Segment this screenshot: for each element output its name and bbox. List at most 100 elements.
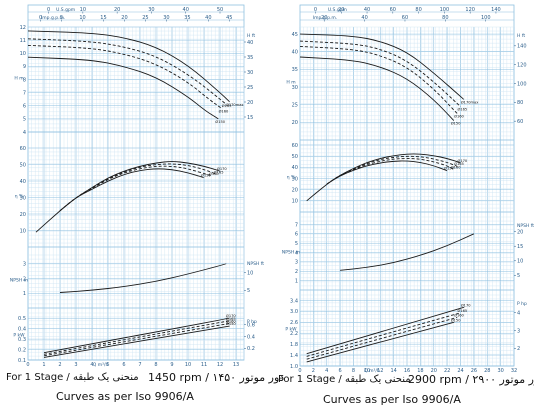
x-tick-label: 9 xyxy=(170,362,173,368)
left-tick-label: 2 xyxy=(23,276,26,282)
top-axis-tick-label: 100 xyxy=(481,15,491,21)
right-axis-label: NPSH ft xyxy=(517,223,534,229)
top-axis-label: U.S.gpm xyxy=(328,7,347,13)
left-tick-label: 0.1 xyxy=(18,358,26,364)
right-axis-label: NPSH ft xyxy=(247,261,264,267)
left-tick-label: 7 xyxy=(23,90,26,96)
right-tick-label: 15 xyxy=(247,115,253,121)
x-tick-label: 18 xyxy=(417,368,423,374)
top-axis-tick-label: 35 xyxy=(184,15,190,21)
series-label: Ø165 xyxy=(458,106,468,111)
left-tick-label: 6 xyxy=(23,104,26,110)
x-tick-label: 0 xyxy=(298,368,301,374)
x-tick-label: 8 xyxy=(352,368,355,374)
left-axis-label: NPSH m xyxy=(282,250,300,256)
left-tick-label: 10 xyxy=(292,199,298,205)
series-label: Ø165 xyxy=(458,308,468,313)
left-tick-label: 3 xyxy=(23,262,26,268)
series-label: Ø170 xyxy=(458,158,468,163)
right-tick-label: 20 xyxy=(247,100,253,106)
x-tick-label: 3 xyxy=(74,362,77,368)
x-tick-label: 2 xyxy=(58,362,61,368)
x-tick-label: 1 xyxy=(42,362,45,368)
chart-2: 0 2 4 6 8 10 12 14 16 18 20 22 24 26 28 30 32Q m³/h0 20 40… xyxy=(282,4,534,374)
top-axis-tick-label: 50 xyxy=(217,7,223,13)
right-tick-label: 4 xyxy=(517,311,520,317)
top-axis-tick-label: 0 xyxy=(314,7,317,13)
left-tick-label: 40 xyxy=(292,165,298,171)
x-tick-label: 11 xyxy=(201,362,207,368)
x-axis-label: Q m³/h xyxy=(93,362,109,368)
left-tick-label: 60 xyxy=(292,143,298,149)
series-label: Ø160 xyxy=(209,171,219,176)
series-label: Ø165 xyxy=(222,103,232,108)
top-axis-tick-label: 15 xyxy=(100,15,106,21)
x-tick-label: 26 xyxy=(471,368,477,374)
series-power-160 xyxy=(306,316,458,360)
series-efficiency-160 xyxy=(59,165,213,212)
left-tick-label: 30 xyxy=(20,195,26,201)
series-head-150 xyxy=(299,56,455,121)
left-tick-label: 20 xyxy=(292,187,298,193)
series-head-160 xyxy=(299,45,458,114)
left-tick-label: 35 xyxy=(292,67,298,73)
top-axis-tick-label: 120 xyxy=(465,7,475,13)
x-tick-label: 20 xyxy=(431,368,437,374)
left-tick-label: 8 xyxy=(23,77,26,83)
x-tick-label: 7 xyxy=(138,362,141,368)
right-tick-label: 2 xyxy=(517,346,520,352)
x-tick-label: 10 xyxy=(185,362,191,368)
series-efficiency-165 xyxy=(59,163,217,212)
left-tick-label: 30 xyxy=(292,176,298,182)
right-tick-label: 0.2 xyxy=(247,346,255,352)
series-power-150 xyxy=(306,321,455,363)
top-axis-label: Imp.g.p.m. xyxy=(313,15,337,21)
chart-1-rpm-caption: 1450 rpm / ۱۴۵۰ دور موتور xyxy=(148,371,285,384)
x-axis-label: Q m³/h xyxy=(364,368,380,374)
right-tick-label: 120 xyxy=(517,62,527,68)
top-axis-tick-label: 40 xyxy=(183,7,189,13)
series-efficiency-150 xyxy=(59,168,205,212)
x-tick-label: 4 xyxy=(90,362,93,368)
x-tick-label: 16 xyxy=(404,368,410,374)
left-tick-label: 10 xyxy=(20,51,26,57)
series-efficiency-150 xyxy=(326,160,448,185)
top-axis-tick-label: 100 xyxy=(440,7,450,13)
right-tick-label: 5 xyxy=(517,273,520,279)
left-tick-label: 3.0 xyxy=(290,309,298,315)
top-axis-tick-label: 0 xyxy=(47,7,50,13)
chart-2-rpm-caption: 2900 rpm / ۲۹۰۰ دور موتور xyxy=(408,373,534,386)
right-tick-label: 40 xyxy=(247,40,253,46)
left-tick-label: 11 xyxy=(20,38,26,44)
series-label: Ø165 xyxy=(454,161,464,166)
top-axis-label: Imp.g.p.m. xyxy=(41,15,65,21)
top-axis-tick-label: 20 xyxy=(121,15,127,21)
x-tick-label: 12 xyxy=(377,368,383,374)
series-head-160 xyxy=(27,44,222,109)
right-tick-label: 0.4 xyxy=(247,334,255,340)
series-head-170max xyxy=(299,33,465,100)
left-tick-label: 3 xyxy=(295,260,298,266)
x-tick-label: 24 xyxy=(457,368,463,374)
series-head-150 xyxy=(27,56,219,120)
chart-1: 0 1 2 3 4 5 6 7 8 9 10 11 12 13Q m³/h0 10 20 30 40 50U.S.g… xyxy=(10,4,264,368)
series-power-150 xyxy=(43,325,231,358)
left-tick-label: 3.4 xyxy=(290,298,298,304)
series-label: Ø160 xyxy=(451,165,461,170)
right-axis-label: H ft xyxy=(517,33,525,39)
left-tick-label: 45 xyxy=(292,32,298,38)
top-axis-tick-label: 30 xyxy=(148,7,154,13)
x-tick-label: 5 xyxy=(106,362,109,368)
x-tick-label: 28 xyxy=(484,368,490,374)
left-tick-label: 0.5 xyxy=(18,316,26,322)
top-axis-tick-label: 10 xyxy=(79,15,85,21)
top-axis-tick-label: 20 xyxy=(321,15,327,21)
top-axis-tick-label: 5 xyxy=(60,15,63,21)
series-label: Ø150 xyxy=(226,321,236,326)
right-tick-label: 10 xyxy=(247,270,253,276)
left-tick-label: 20 xyxy=(292,120,298,126)
left-tick-label: 50 xyxy=(292,154,298,160)
left-tick-label: 0.3 xyxy=(18,337,26,343)
top-axis-tick-label: 80 xyxy=(415,7,421,13)
